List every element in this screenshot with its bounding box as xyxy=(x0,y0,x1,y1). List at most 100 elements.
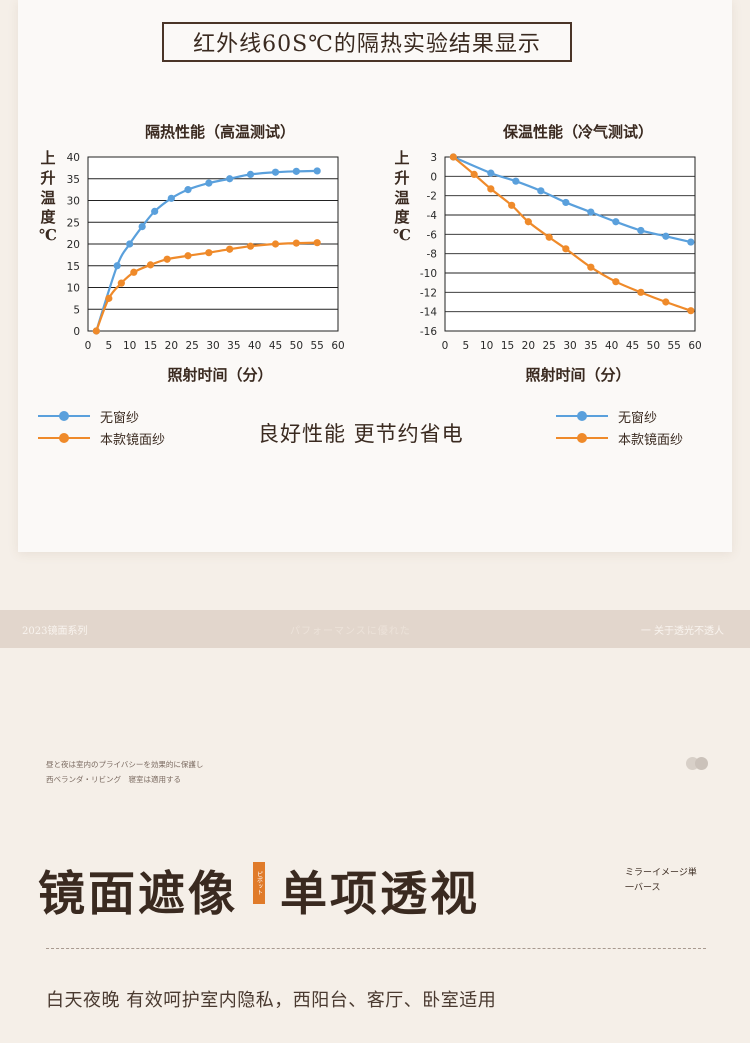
headline-part1: 镜面遮像 xyxy=(38,867,238,922)
data-point xyxy=(662,232,670,240)
y-axis-label-char: 度 xyxy=(40,208,56,226)
y-tick-label: -10 xyxy=(420,268,437,280)
y-tick-label: 30 xyxy=(67,196,80,208)
y-axis-label-char: 升 xyxy=(394,169,409,187)
x-tick-label: 30 xyxy=(206,340,219,352)
x-tick-label: 35 xyxy=(584,340,597,352)
data-point xyxy=(138,223,146,231)
data-point xyxy=(271,240,280,248)
data-point xyxy=(226,175,234,183)
y-tick-label: 20 xyxy=(67,239,80,251)
x-tick-label: 50 xyxy=(290,340,303,352)
data-point xyxy=(487,185,495,193)
x-axis-label: 照射时间（分） xyxy=(525,366,630,384)
data-point xyxy=(167,194,175,202)
x-tick-label: 20 xyxy=(522,340,535,352)
data-point xyxy=(292,167,300,175)
data-point xyxy=(587,208,595,216)
y-tick-label: 10 xyxy=(67,283,80,295)
y-axis-label-char: ℃ xyxy=(39,226,57,244)
data-point xyxy=(184,252,192,260)
data-point xyxy=(105,294,113,302)
data-point xyxy=(126,240,134,248)
data-point xyxy=(612,218,620,226)
headline-tag: ピボット xyxy=(253,862,265,904)
data-point xyxy=(545,233,553,241)
data-point xyxy=(562,245,570,253)
y-axis-label-char: 温 xyxy=(40,189,55,207)
subline-text: 白天夜晚 有效呵护室内隐私，西阳台、客厅、卧室适用 xyxy=(46,990,497,1011)
legend-label: 无窗纱 xyxy=(100,410,140,426)
legend-item: 无窗纱 xyxy=(38,405,165,427)
series-line xyxy=(452,155,692,244)
y-tick-label: -8 xyxy=(427,249,437,261)
data-point xyxy=(612,278,620,286)
x-tick-label: 0 xyxy=(85,340,92,352)
data-point xyxy=(226,245,234,253)
legend-label: 本款镜面纱 xyxy=(618,432,684,448)
chart-title: 保温性能（冷气测试） xyxy=(502,123,653,141)
x-tick-label: 30 xyxy=(563,340,576,352)
y-tick-label: -12 xyxy=(420,287,437,299)
data-point xyxy=(537,187,545,195)
y-tick-label: 35 xyxy=(67,174,80,186)
data-point xyxy=(271,168,280,176)
y-tick-label: -14 xyxy=(420,307,437,319)
jp-side-text: ミラーイメージ単 一バース xyxy=(625,868,697,893)
legend-label: 本款镜面纱 xyxy=(100,432,166,448)
x-tick-label: 55 xyxy=(667,340,680,352)
data-point xyxy=(587,263,595,271)
y-tick-label: -16 xyxy=(420,326,437,338)
x-tick-label: 0 xyxy=(442,340,449,352)
data-point xyxy=(487,169,495,177)
data-point xyxy=(146,261,155,269)
legend-label: 无窗纱 xyxy=(618,410,658,426)
x-tick-label: 50 xyxy=(647,340,660,352)
y-axis-label-char: ℃ xyxy=(393,226,411,244)
band-center-text: パフォーマンスに優れた xyxy=(290,625,411,637)
data-point xyxy=(449,153,457,161)
decorative-dots-icon xyxy=(686,757,710,771)
data-point xyxy=(113,262,121,270)
y-tick-label: 5 xyxy=(73,304,80,316)
x-tick-label: 45 xyxy=(626,340,639,352)
data-point xyxy=(313,167,321,175)
y-axis-label-char: 上 xyxy=(394,149,409,167)
x-tick-label: 10 xyxy=(480,340,493,352)
x-tick-label: 25 xyxy=(542,340,555,352)
legend-right: 无窗纱 本款镜面纱 xyxy=(556,405,683,449)
legend-left: 无窗纱 本款镜面纱 xyxy=(38,405,165,449)
x-tick-label: 5 xyxy=(105,340,112,352)
data-point xyxy=(246,242,255,250)
y-axis-label-char: 温 xyxy=(394,189,409,207)
data-point xyxy=(637,288,645,296)
x-tick-label: 10 xyxy=(123,340,136,352)
y-axis-label-char: 上 xyxy=(40,149,55,167)
legend-item: 本款镜面纱 xyxy=(38,427,165,449)
x-tick-label: 15 xyxy=(501,340,514,352)
data-point xyxy=(163,255,171,263)
headline-part2: 单项透视 xyxy=(280,867,480,922)
data-point xyxy=(470,170,478,178)
data-point xyxy=(687,307,695,315)
x-tick-label: 40 xyxy=(605,340,618,352)
data-point xyxy=(313,239,321,247)
x-tick-label: 55 xyxy=(310,340,323,352)
data-point xyxy=(637,226,645,235)
page-title: 红外线60S℃的隔热实验结果显示 xyxy=(162,22,572,62)
divider xyxy=(46,948,706,949)
data-point xyxy=(292,239,300,247)
data-point xyxy=(151,207,159,215)
x-axis-label: 照射时间（分） xyxy=(167,366,272,384)
y-tick-label: -2 xyxy=(427,191,437,203)
band-right-text: 一 关于透光不透人 xyxy=(640,625,724,637)
x-tick-label: 35 xyxy=(227,340,240,352)
y-tick-label: 3 xyxy=(430,152,437,164)
legend-item: 无窗纱 xyxy=(556,405,683,427)
series-band: 2023镜面系列 パフォーマンスに優れた 一 关于透光不透人 xyxy=(0,610,750,648)
data-point xyxy=(184,186,192,194)
data-point xyxy=(508,201,516,209)
y-tick-label: 40 xyxy=(67,152,80,164)
data-point xyxy=(512,177,520,185)
jp-description: 昼と夜は室内のプライバシーを効果的に保護し 西ベランダ・リビング 寝室は適用する xyxy=(46,760,204,784)
